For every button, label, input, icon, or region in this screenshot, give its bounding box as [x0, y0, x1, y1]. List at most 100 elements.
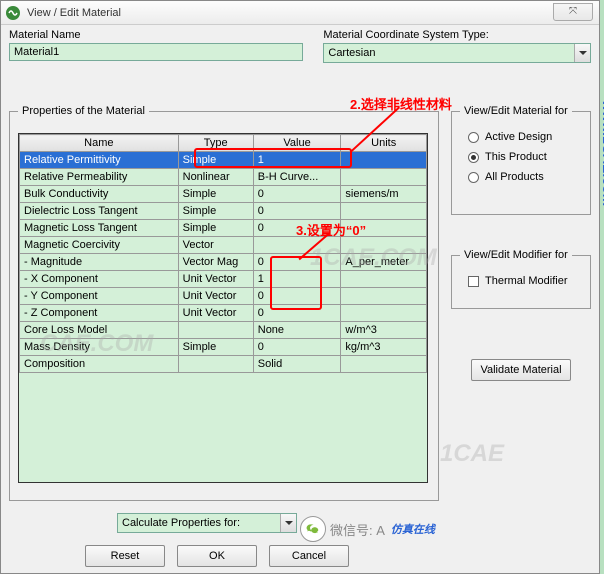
- side-url: www.1CAE.com: [600, 100, 604, 120]
- table-row[interactable]: Dielectric Loss TangentSimple0: [20, 203, 427, 220]
- radio-icon[interactable]: [468, 152, 479, 163]
- ok-button[interactable]: OK: [177, 545, 257, 567]
- coord-type-combo[interactable]: Cartesian: [323, 43, 591, 63]
- cell-type[interactable]: Unit Vector: [178, 305, 253, 322]
- cell-type[interactable]: Vector Mag: [178, 254, 253, 271]
- cell-units[interactable]: w/m^3: [341, 322, 427, 339]
- cell-value[interactable]: 0: [253, 339, 341, 356]
- thermal-modifier-row[interactable]: Thermal Modifier: [468, 275, 582, 287]
- close-button[interactable]: ⤧: [553, 3, 593, 21]
- radio-icon[interactable]: [468, 172, 479, 183]
- reset-button[interactable]: Reset: [85, 545, 165, 567]
- title-bar: View / Edit Material ⤧: [1, 1, 599, 25]
- cell-name[interactable]: - Y Component: [20, 288, 179, 305]
- cell-type[interactable]: Simple: [178, 186, 253, 203]
- cell-value[interactable]: 0: [253, 254, 341, 271]
- cell-value[interactable]: 0: [253, 186, 341, 203]
- cell-value[interactable]: [253, 237, 341, 254]
- table-row[interactable]: - Z ComponentUnit Vector0: [20, 305, 427, 322]
- cell-name[interactable]: Bulk Conductivity: [20, 186, 179, 203]
- table-row[interactable]: - X ComponentUnit Vector1: [20, 271, 427, 288]
- cell-units[interactable]: [341, 152, 427, 169]
- column-header[interactable]: Name: [20, 135, 179, 152]
- material-name-label: Material Name: [9, 29, 303, 41]
- table-row[interactable]: - Y ComponentUnit Vector0: [20, 288, 427, 305]
- column-header[interactable]: Type: [178, 135, 253, 152]
- radio-icon[interactable]: [468, 132, 479, 143]
- cell-type[interactable]: Simple: [178, 220, 253, 237]
- cell-units[interactable]: [341, 356, 427, 373]
- cell-units[interactable]: kg/m^3: [341, 339, 427, 356]
- cell-type[interactable]: [178, 356, 253, 373]
- chevron-down-icon: [280, 514, 296, 532]
- cell-name[interactable]: - Magnitude: [20, 254, 179, 271]
- properties-table-wrap: NameTypeValueUnits Relative Permittivity…: [18, 133, 428, 483]
- cell-value[interactable]: B-H Curve...: [253, 169, 341, 186]
- cell-name[interactable]: Relative Permittivity: [20, 152, 179, 169]
- cell-name[interactable]: Magnetic Coercivity: [20, 237, 179, 254]
- radio-label: All Products: [485, 171, 544, 183]
- cell-value[interactable]: 1: [253, 152, 341, 169]
- cell-type[interactable]: Vector: [178, 237, 253, 254]
- cell-name[interactable]: Dielectric Loss Tangent: [20, 203, 179, 220]
- cell-value[interactable]: 0: [253, 203, 341, 220]
- cell-name[interactable]: Mass Density: [20, 339, 179, 356]
- cell-value[interactable]: 1: [253, 271, 341, 288]
- wechat-label: 微信号: A: [330, 520, 385, 539]
- table-row[interactable]: Magnetic Loss TangentSimple0: [20, 220, 427, 237]
- cell-type[interactable]: Simple: [178, 152, 253, 169]
- window-title: View / Edit Material: [27, 7, 121, 19]
- calc-properties-combo[interactable]: Calculate Properties for:: [117, 513, 297, 533]
- radio-option[interactable]: Active Design: [468, 131, 582, 143]
- thermal-modifier-label: Thermal Modifier: [485, 275, 568, 287]
- cell-name[interactable]: Relative Permeability: [20, 169, 179, 186]
- cell-units[interactable]: [341, 220, 427, 237]
- calc-properties-label: Calculate Properties for:: [122, 517, 240, 529]
- cell-value[interactable]: 0: [253, 220, 341, 237]
- dialog-button-row: Reset OK Cancel: [85, 545, 349, 567]
- cell-units[interactable]: A_per_meter: [341, 254, 427, 271]
- cell-units[interactable]: [341, 237, 427, 254]
- cell-type[interactable]: Simple: [178, 339, 253, 356]
- cell-value[interactable]: 0: [253, 288, 341, 305]
- radio-option[interactable]: All Products: [468, 171, 582, 183]
- content-area: Material Name Material Coordinate System…: [9, 29, 591, 565]
- cell-name[interactable]: Magnetic Loss Tangent: [20, 220, 179, 237]
- material-name-input[interactable]: [9, 43, 303, 61]
- properties-table[interactable]: NameTypeValueUnits Relative Permittivity…: [19, 134, 427, 373]
- cell-type[interactable]: Unit Vector: [178, 271, 253, 288]
- table-row[interactable]: Relative PermeabilityNonlinearB-H Curve.…: [20, 169, 427, 186]
- cell-type[interactable]: Unit Vector: [178, 288, 253, 305]
- cell-value[interactable]: 0: [253, 305, 341, 322]
- cancel-button[interactable]: Cancel: [269, 545, 349, 567]
- cell-units[interactable]: [341, 271, 427, 288]
- validate-button[interactable]: Validate Material: [471, 359, 571, 381]
- cell-name[interactable]: Composition: [20, 356, 179, 373]
- cell-name[interactable]: - Z Component: [20, 305, 179, 322]
- table-row[interactable]: Core Loss Model Nonew/m^3: [20, 322, 427, 339]
- cell-name[interactable]: - X Component: [20, 271, 179, 288]
- table-row[interactable]: Magnetic CoercivityVector: [20, 237, 427, 254]
- cell-type[interactable]: Nonlinear: [178, 169, 253, 186]
- table-row[interactable]: - MagnitudeVector Mag0A_per_meter: [20, 254, 427, 271]
- thermal-modifier-checkbox[interactable]: [468, 276, 479, 287]
- cell-value[interactable]: None: [253, 322, 341, 339]
- chevron-down-icon: [574, 44, 590, 62]
- cell-units[interactable]: [341, 288, 427, 305]
- view-edit-fieldset: View/Edit Material for Active DesignThis…: [451, 105, 591, 215]
- table-row[interactable]: Bulk ConductivitySimple0siemens/m: [20, 186, 427, 203]
- cell-name[interactable]: Core Loss Model: [20, 322, 179, 339]
- radio-option[interactable]: This Product: [468, 151, 582, 163]
- column-header[interactable]: Units: [341, 135, 427, 152]
- table-row[interactable]: Composition Solid: [20, 356, 427, 373]
- table-row[interactable]: Relative PermittivitySimple1: [20, 152, 427, 169]
- cell-value[interactable]: Solid: [253, 356, 341, 373]
- cell-units[interactable]: siemens/m: [341, 186, 427, 203]
- column-header[interactable]: Value: [253, 135, 341, 152]
- cell-units[interactable]: [341, 305, 427, 322]
- cell-units[interactable]: [341, 203, 427, 220]
- cell-type[interactable]: [178, 322, 253, 339]
- table-row[interactable]: Mass DensitySimple0kg/m^3: [20, 339, 427, 356]
- cell-type[interactable]: Simple: [178, 203, 253, 220]
- cell-units[interactable]: [341, 169, 427, 186]
